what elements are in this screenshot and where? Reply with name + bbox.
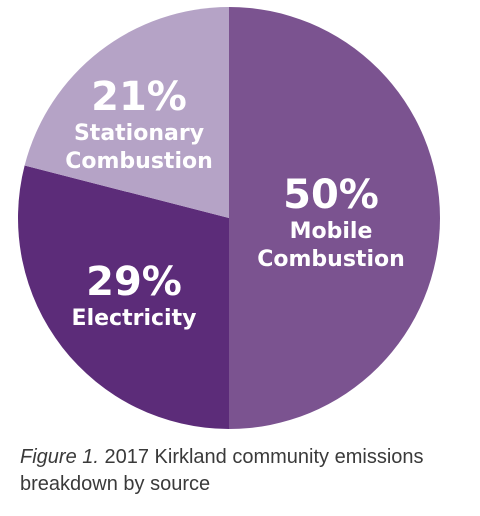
slice-value-label-electricity: 29% [86, 259, 182, 305]
slice-name-label-mobile-combustion: Combustion [257, 247, 405, 272]
figure-label: Figure 1. [20, 446, 99, 468]
slice-value-label-stationary-combustion: 21% [91, 74, 187, 120]
pie-chart: 50%Mobile Combustion 29%Electricity 21%Stat… [18, 7, 440, 429]
caption-text: 2017 Kirkland community emissions breakd… [20, 446, 424, 495]
figure-caption: Figure 1. 2017 Kirkland community emissi… [20, 444, 470, 498]
pie-slice-electricity [18, 165, 230, 429]
slice-name-label-electricity: Electricity [72, 306, 197, 331]
slice-name-label-stationary-combustion: Stationary [74, 121, 204, 146]
pie-slice-stationary-combustion [24, 7, 229, 218]
slice-value-label-mobile-combustion: 50% [283, 172, 379, 218]
pie-slice-mobile-combustion [229, 7, 440, 429]
slice-name-label-mobile-combustion: Mobile [290, 219, 373, 244]
slice-name-label-stationary-combustion: Combustion [65, 149, 213, 174]
